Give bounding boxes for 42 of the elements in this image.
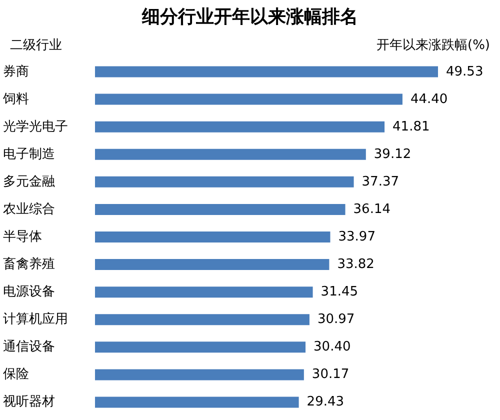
bar: [95, 94, 402, 105]
bar: [95, 259, 330, 270]
y-tick-label: 计算机应用: [3, 311, 68, 328]
data-label: 31.45: [320, 284, 358, 300]
bar: [95, 342, 306, 353]
data-label: 33.82: [337, 257, 374, 272]
x-axis-title: 开年以来涨跌幅(%): [376, 38, 490, 53]
data-label: 44.40: [410, 92, 448, 107]
y-axis-title: 二级行业: [10, 38, 62, 53]
data-label: 30.17: [312, 367, 350, 382]
y-tick-label: 畜禽养殖: [3, 256, 55, 272]
data-label: 36.14: [353, 202, 390, 217]
y-tick-label: 电源设备: [3, 284, 55, 300]
y-tick-label: 券商: [3, 64, 29, 80]
data-label: 39.12: [374, 146, 412, 162]
data-label: 37.37: [362, 174, 400, 190]
bar: [95, 148, 366, 160]
chart-title: 细分行业开年以来涨幅排名: [141, 6, 358, 28]
bar: [95, 176, 354, 188]
data-label: 41.81: [392, 119, 430, 134]
bar: [95, 369, 304, 380]
y-tick-label: 半导体: [3, 230, 42, 244]
data-label: 49.53: [446, 64, 484, 80]
y-tick-label: 通信设备: [3, 340, 55, 355]
bar: [95, 204, 346, 215]
y-tick-label: 饲料: [2, 92, 29, 107]
bar: [95, 314, 310, 326]
y-tick-label: 电子制造: [3, 146, 55, 162]
bar: [95, 121, 385, 132]
bar: [95, 232, 330, 242]
bar: [95, 286, 313, 298]
y-tick-label: 光学光电子: [3, 119, 68, 134]
bar: [95, 66, 438, 78]
data-label: 30.40: [314, 340, 351, 355]
data-label: 29.43: [306, 394, 344, 410]
bar: [95, 396, 299, 408]
data-label: 33.97: [338, 230, 376, 244]
y-tick-label: 视听器材: [3, 394, 55, 410]
data-label: 30.97: [317, 312, 355, 328]
y-tick-label: 多元金融: [3, 174, 55, 190]
y-tick-label: 农业综合: [3, 202, 55, 217]
y-tick-label: 保险: [3, 367, 29, 382]
